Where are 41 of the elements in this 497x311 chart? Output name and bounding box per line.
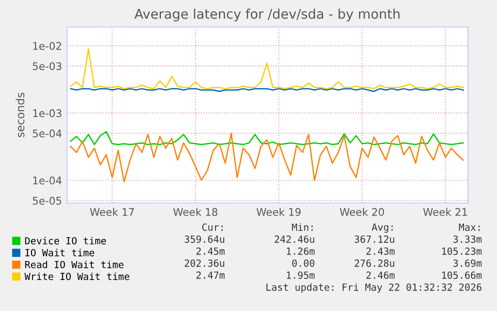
text: Avg: [372, 224, 393, 233]
x-tick-label: Week 18 [173, 208, 218, 216]
legend-label: Write IO Wait time [24, 272, 130, 280]
text: Last update: Fri May 22 01:32:32 2026 [266, 283, 482, 293]
text: 2.47m [196, 271, 225, 279]
text: 2.43m [366, 247, 395, 255]
text: 359.64u [184, 235, 224, 243]
x-tick-label: Week 21 [423, 208, 467, 216]
legend-label: Device IO time [25, 236, 106, 244]
text: 2.46m [366, 271, 395, 279]
text: 1.26m [286, 247, 315, 255]
text: 276.28u [354, 259, 394, 267]
text: 0.00 [292, 259, 314, 267]
chart-title: Average latency for /dev/sda - by month [134, 8, 400, 22]
x-tick-label: Week 17 [90, 208, 134, 216]
text: 105.23m [442, 247, 482, 255]
y-tick-label: 1e-02 [33, 42, 62, 50]
y-tick-label: 1e-03 [33, 109, 62, 118]
text: Max: [458, 224, 480, 231]
line-series [70, 132, 464, 182]
x-tick-label: Week 19 [256, 208, 301, 216]
x-tick-label: Week 20 [340, 208, 384, 216]
text: Min: [292, 223, 313, 231]
y-tick-label: 5e-04 [32, 130, 62, 138]
legend-label: Read IO Wait time [25, 260, 124, 268]
text: 105.66m [442, 271, 482, 279]
text: 3.69m [453, 259, 482, 267]
y-tick-label: 5e-05 [32, 196, 62, 205]
text: 1.95m [286, 271, 315, 279]
y-tick-label: 5e-03 [32, 62, 62, 70]
y-axis-title: seconds [16, 92, 24, 138]
legend-label: IO Wait time [25, 248, 94, 256]
text: 202.36u [184, 259, 224, 267]
text: 367.12u [354, 235, 394, 243]
y-tick-label: 1e-04 [33, 176, 62, 184]
text: 3.33m [453, 235, 482, 243]
line-series [70, 48, 464, 90]
text: 2.45m [196, 247, 225, 255]
text: 242.46u [274, 235, 314, 243]
line-series [70, 130, 464, 146]
text: Cur: [202, 223, 223, 231]
